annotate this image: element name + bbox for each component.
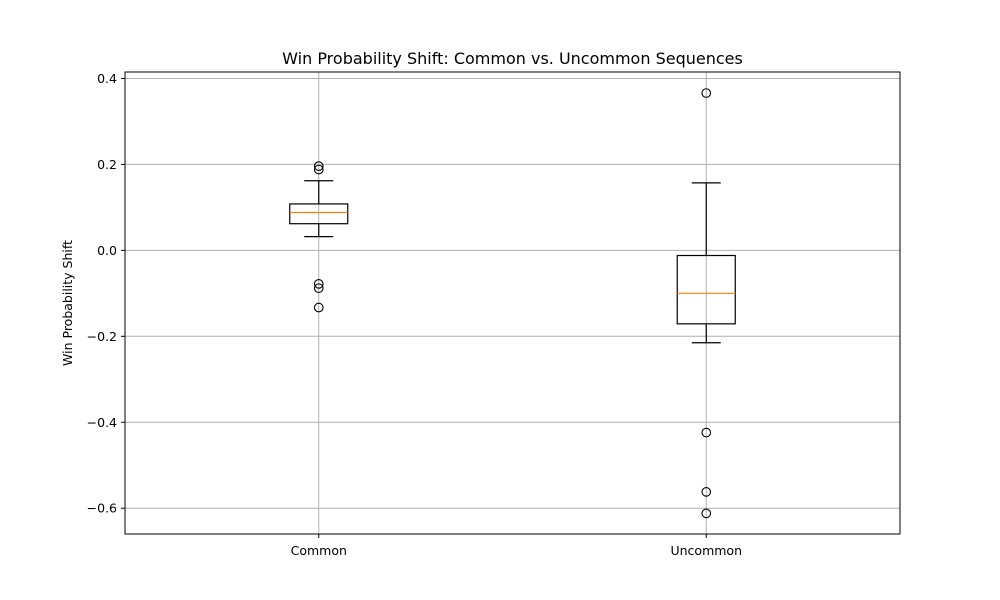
box-plot-marks — [289, 88, 736, 519]
box-group-common — [289, 161, 349, 313]
y-tick-label: 0.4 — [97, 71, 117, 86]
box-group-uncommon — [676, 88, 736, 519]
outlier-point — [701, 508, 712, 519]
x-tick-label: Uncommon — [670, 543, 742, 558]
outlier-point — [313, 302, 324, 313]
grid-lines — [125, 72, 900, 534]
outlier-point — [313, 164, 324, 175]
chart-title: Win Probability Shift: Common vs. Uncomm… — [282, 49, 743, 68]
outlier-point — [313, 279, 324, 289]
y-tick-label: −0.4 — [87, 415, 117, 430]
y-tick-label: 0.0 — [97, 243, 117, 258]
y-tick-label: 0.2 — [97, 157, 117, 172]
iqr-box — [676, 254, 736, 325]
outlier-point — [701, 88, 712, 98]
outlier-point — [701, 427, 712, 438]
y-tick-label: −0.6 — [87, 501, 117, 516]
axis-ticks: 0.4 0.2 0.0 −0.2 −0.4 −0.6 Common Uncommon — [87, 71, 742, 558]
iqr-box — [289, 203, 349, 225]
plot-area-frame — [124, 71, 901, 535]
x-tick-label: Common — [291, 543, 347, 558]
outlier-point — [313, 161, 324, 171]
y-tick-label: −0.2 — [87, 329, 117, 344]
outlier-point — [701, 487, 712, 497]
outlier-point — [313, 283, 324, 294]
y-axis-label: Win Probability Shift — [60, 240, 75, 366]
